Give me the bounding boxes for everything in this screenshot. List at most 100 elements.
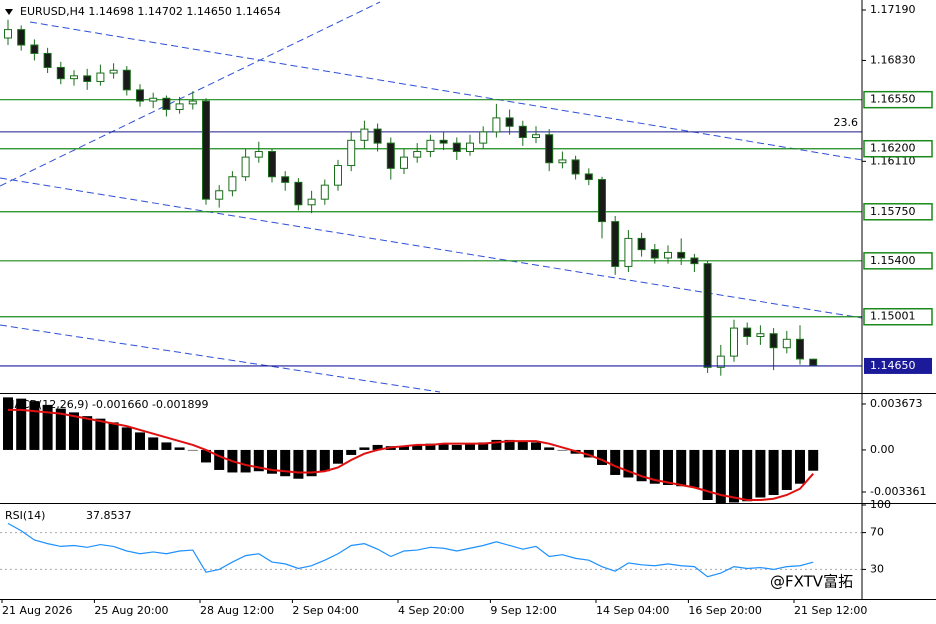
candle-body <box>386 142 395 169</box>
macd-bar <box>267 449 277 474</box>
macd-bar <box>729 449 739 503</box>
macd-bar <box>214 449 225 470</box>
frame <box>0 0 936 600</box>
macd-bar <box>174 447 185 450</box>
macd-bar <box>346 449 357 455</box>
candle-body <box>400 156 408 169</box>
candle-body <box>558 159 567 164</box>
macd-bar <box>795 449 805 484</box>
macd-bar <box>715 449 726 504</box>
x-tick-label: 28 Aug 12:00 <box>200 604 274 617</box>
candle-body <box>782 338 791 349</box>
level-label-box <box>863 252 933 270</box>
chart-title: EURUSD,H4 1.14698 1.14702 1.14650 1.1465… <box>20 5 281 18</box>
macd-bar <box>491 439 502 450</box>
y-tick-label: 1.16830 <box>870 53 916 66</box>
y-tick-label: 100 <box>870 498 891 511</box>
macd-bar <box>55 408 66 450</box>
candle-body <box>281 176 290 183</box>
macd-bar <box>544 447 555 450</box>
x-tick-label: 16 Sep 20:00 <box>688 604 761 617</box>
candle-body <box>320 184 329 200</box>
candle-body <box>347 139 356 167</box>
candle-body <box>571 159 580 175</box>
candle-body <box>136 89 144 102</box>
candle-body <box>518 125 527 139</box>
candle-body <box>109 69 118 74</box>
candle-body <box>677 251 686 259</box>
candle-body <box>413 151 422 158</box>
candle-body <box>703 263 712 368</box>
candle-body <box>664 251 672 259</box>
candle-body <box>162 97 171 110</box>
candle-body <box>796 338 804 360</box>
x-tick-label: 25 Aug 20:00 <box>94 604 168 617</box>
macd-bar <box>29 401 40 450</box>
candle-body <box>743 327 752 338</box>
candle-body <box>650 249 659 259</box>
macd-bar <box>16 398 27 450</box>
macd-title: MACD(12,26,9) -0.001660 -0.001899 <box>5 398 208 411</box>
candle-body <box>809 358 818 366</box>
candle-body <box>334 165 342 186</box>
macd-bar <box>808 449 819 471</box>
y-tick-label: 30 <box>870 562 884 575</box>
bid-label: 1.14650 <box>870 359 916 372</box>
candle-body <box>624 237 633 267</box>
level-label-box <box>863 307 933 326</box>
candle-body <box>241 156 250 178</box>
candle-body <box>4 29 12 39</box>
y-tick-label: 70 <box>870 526 884 539</box>
bid-label-box <box>864 357 932 374</box>
macd-bar <box>333 449 343 464</box>
candle-body <box>294 181 303 206</box>
candle-body <box>690 257 699 265</box>
macd-bar <box>95 418 106 450</box>
candle-body <box>611 221 620 267</box>
x-tick-label: 21 Sep 12:00 <box>794 604 867 617</box>
menu-arrow[interactable] <box>5 9 13 15</box>
level-label-box <box>863 90 933 109</box>
trend-line <box>29 21 863 161</box>
y-tick-label: 0.003673 <box>870 397 923 410</box>
candle-body <box>202 100 210 200</box>
candle-body <box>466 142 474 153</box>
candle-body <box>43 52 52 68</box>
plot-layer: 1.17190 1.16830 1.16110 23.6 1.16550 1.16200 1… <box>0 3 933 617</box>
y-tick-label: 1.16110 <box>870 154 916 167</box>
candle-body <box>452 142 461 153</box>
candle-body <box>30 44 39 54</box>
macd-bar <box>69 412 79 450</box>
candle-body <box>215 190 224 200</box>
macd-bar <box>583 449 594 458</box>
macd-bar <box>517 441 528 450</box>
candle-body <box>149 97 158 102</box>
candle-body <box>254 151 263 158</box>
macd-bar <box>610 449 621 475</box>
macd-bar <box>781 449 792 490</box>
macd-bar <box>597 449 607 465</box>
x-tick-label: 14 Sep 04:00 <box>596 604 669 617</box>
macd-bar <box>676 449 687 487</box>
candle-body <box>268 151 276 178</box>
candle-body <box>56 66 65 80</box>
trend-line <box>0 324 441 393</box>
macd-bar <box>280 449 291 477</box>
candle-body <box>730 327 738 357</box>
macd-bar <box>438 443 449 450</box>
macd-bar <box>319 449 330 472</box>
macd-bar <box>649 449 660 484</box>
macd-bar <box>135 432 145 450</box>
macd-bar <box>412 444 423 450</box>
trend-line <box>0 177 863 319</box>
macd-bar <box>359 447 370 450</box>
candle-body <box>756 333 765 338</box>
macd-bar <box>82 416 93 450</box>
macd-bar <box>636 449 647 482</box>
macd-bar <box>689 449 700 488</box>
x-tick-label: 4 Sep 20:00 <box>398 604 464 617</box>
candle-body <box>545 134 554 164</box>
candle-body <box>492 117 501 133</box>
level-label-box <box>863 139 933 158</box>
